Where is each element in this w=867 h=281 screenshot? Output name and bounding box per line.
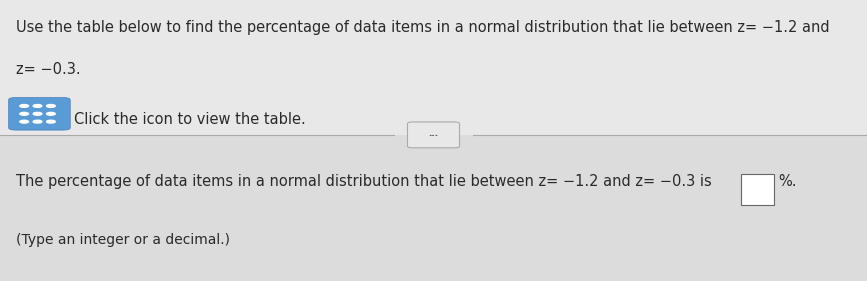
Circle shape: [20, 105, 29, 107]
Circle shape: [33, 112, 42, 115]
Text: (Type an integer or a decimal.): (Type an integer or a decimal.): [16, 233, 230, 247]
Text: Use the table below to find the percentage of data items in a normal distributio: Use the table below to find the percenta…: [16, 20, 829, 35]
Text: Click the icon to view the table.: Click the icon to view the table.: [74, 112, 305, 127]
FancyBboxPatch shape: [0, 135, 867, 281]
FancyBboxPatch shape: [407, 122, 460, 148]
Circle shape: [47, 112, 55, 115]
Text: The percentage of data items in a normal distribution that lie between z= −1.2 a: The percentage of data items in a normal…: [16, 174, 716, 189]
Text: ...: ...: [428, 129, 439, 138]
Circle shape: [33, 105, 42, 107]
Text: %.: %.: [779, 174, 797, 189]
FancyBboxPatch shape: [0, 0, 867, 135]
Circle shape: [20, 112, 29, 115]
Circle shape: [20, 120, 29, 123]
FancyBboxPatch shape: [741, 174, 774, 205]
Circle shape: [33, 120, 42, 123]
FancyBboxPatch shape: [9, 98, 70, 130]
Text: z= −0.3.: z= −0.3.: [16, 62, 81, 77]
Circle shape: [47, 105, 55, 107]
Circle shape: [47, 120, 55, 123]
